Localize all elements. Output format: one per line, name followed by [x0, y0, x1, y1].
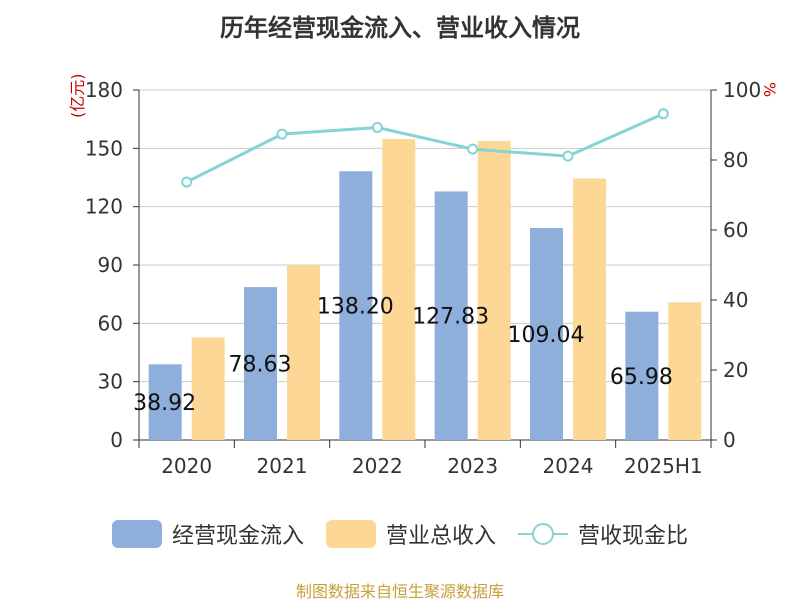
- bar-cash-inflow: [339, 171, 373, 440]
- x-tick-label: 2025H1: [624, 454, 703, 478]
- right-tick-label: 0: [723, 428, 736, 452]
- right-tick-label: 40: [723, 288, 748, 312]
- left-tick-label: 90: [98, 253, 123, 277]
- legend-label-revenue: 营业总收入: [385, 524, 496, 549]
- right-tick-label: 80: [723, 148, 748, 172]
- legend-item-cash-inflow[interactable]: 经营现金流入: [111, 518, 304, 550]
- legend-swatch-revenue: [325, 520, 376, 548]
- bar-revenue: [668, 302, 702, 440]
- left-tick-label: 30: [98, 370, 123, 394]
- left-tick-label: 180: [85, 78, 123, 102]
- bar-cash-inflow: [530, 227, 563, 440]
- legend-label-ratio: 营收现金比: [578, 524, 689, 549]
- data-source-note: 制图数据来自恒生聚源数据库: [295, 582, 504, 601]
- bar-revenue: [477, 140, 511, 440]
- data-label-cash-inflow: 78.63: [229, 353, 292, 378]
- left-tick-label: 0: [110, 428, 123, 452]
- bar-revenue: [287, 265, 320, 440]
- data-label-cash-inflow: 138.20: [317, 295, 394, 320]
- left-tick-label: 60: [98, 311, 123, 335]
- x-tick-label: 2021: [257, 454, 308, 478]
- line-ratio: [185, 112, 664, 184]
- left-tick-label: 150: [85, 136, 123, 160]
- right-tick-label: 100: [723, 78, 761, 102]
- legend-label-cash-inflow: 经营现金流入: [171, 524, 304, 549]
- x-tick-label: 2023: [447, 454, 498, 478]
- point-ratio: [562, 150, 574, 162]
- bar-cash-inflow: [625, 311, 659, 440]
- point-ratio: [276, 128, 288, 140]
- legend-swatch-cash-inflow: [111, 520, 162, 548]
- data-label-cash-inflow: 38.92: [133, 391, 196, 416]
- x-tick-label: 2024: [543, 454, 594, 478]
- bar-cash-inflow: [148, 364, 182, 440]
- point-ratio: [371, 121, 383, 133]
- data-label-cash-inflow: 109.04: [508, 323, 585, 348]
- x-tick-label: 2022: [352, 454, 403, 478]
- legend-item-revenue[interactable]: 营业总收入: [325, 518, 496, 550]
- data-label-cash-inflow: 127.83: [412, 305, 489, 330]
- bar-cash-inflow: [244, 287, 277, 440]
- chart-title: 历年经营现金流入、营业收入情况: [220, 14, 580, 42]
- x-tick-label: 2020: [161, 454, 212, 478]
- point-ratio: [657, 108, 669, 120]
- legend-swatch-ratio: [518, 520, 568, 548]
- legend-item-ratio[interactable]: 营收现金比: [518, 518, 688, 550]
- left-tick-label: 120: [85, 195, 123, 219]
- data-label-cash-inflow: 65.98: [610, 365, 673, 390]
- bar-revenue: [382, 139, 416, 440]
- right-tick-label: 20: [723, 358, 748, 382]
- bar-revenue: [191, 337, 225, 440]
- bar-cash-inflow: [434, 191, 468, 440]
- bar-revenue: [573, 178, 606, 440]
- legend: 经营现金流入 营业总收入 营收现金比: [0, 518, 800, 550]
- right-tick-label: 60: [723, 218, 748, 242]
- point-ratio: [181, 176, 193, 188]
- point-ratio: [467, 143, 479, 155]
